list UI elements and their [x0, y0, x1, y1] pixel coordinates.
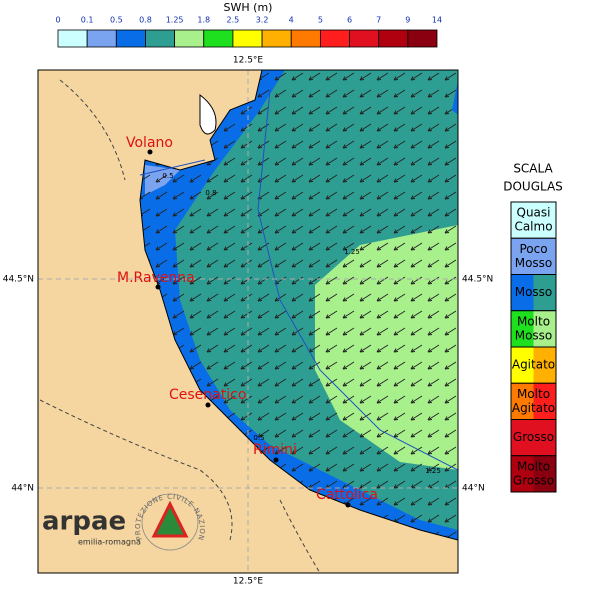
- colorbar-tick-label: 6: [347, 16, 352, 25]
- colorbar-segment: [407, 29, 438, 48]
- scale-label: Calmo: [514, 220, 552, 234]
- scale-label: Quasi: [517, 206, 551, 220]
- map-frame: [37, 69, 459, 574]
- city-dot: [155, 284, 161, 290]
- scale-title: SCALA: [513, 162, 553, 176]
- scale-label: Poco: [519, 242, 547, 256]
- scale-box: [533, 383, 556, 420]
- city-dot: [147, 149, 153, 155]
- scale-box: [533, 238, 556, 275]
- scale-box: [511, 310, 534, 347]
- scale-box: [533, 202, 556, 239]
- border: [39, 79, 321, 573]
- city-label: Cattolica: [316, 487, 378, 503]
- city-label: Cesenatico: [169, 387, 246, 403]
- contour-label: 1.25: [344, 248, 360, 256]
- scale-label: Mosso: [515, 256, 553, 270]
- swh-patch: [452, 80, 458, 115]
- city-dot: [205, 402, 211, 408]
- colorbar-tick-label: 7: [376, 16, 381, 25]
- colorbar-segment: [57, 29, 88, 48]
- contour-label: 0.5: [253, 434, 264, 442]
- lon-label: 12.5°E: [233, 577, 264, 587]
- scale-box: [533, 419, 556, 456]
- logo-emblem: [151, 500, 189, 538]
- scale-box: [533, 274, 556, 311]
- colorbar-tick-label: 14: [432, 16, 442, 25]
- lat-label: 44.5°N: [3, 275, 34, 285]
- colorbar-tick-label: 0.5: [110, 16, 123, 25]
- colorbar-tick-label: 0: [55, 16, 60, 25]
- lat-label: 44°N: [462, 484, 485, 494]
- colorbar-tick-label: 1.25: [166, 16, 184, 25]
- colorbar-segment: [349, 29, 380, 48]
- colorbar-tick-label: 3.2: [256, 16, 269, 25]
- lagoon: [199, 93, 217, 135]
- colorbar-segment: [174, 29, 205, 48]
- logo-region: emilia-romagna: [78, 538, 141, 547]
- scale-box: [511, 274, 534, 311]
- colorbar-title: SWH (m): [224, 1, 273, 14]
- scale-box: [511, 202, 534, 239]
- city-dot: [345, 502, 351, 508]
- colorbar-segment: [261, 29, 292, 48]
- scale-label: Molto: [517, 459, 550, 473]
- contour-line: [139, 89, 458, 471]
- colorbar-segment: [290, 29, 321, 48]
- scale-box: [511, 347, 534, 384]
- map-area: [38, 70, 458, 573]
- city-dot: [273, 457, 279, 463]
- colorbar-segment: [145, 29, 176, 48]
- scale-label: Grosso: [513, 430, 554, 444]
- logo-ring: [141, 493, 199, 551]
- colorbar-segment: [86, 29, 117, 48]
- scale-box: [533, 347, 556, 384]
- scale-box: [511, 383, 534, 420]
- contour-label: 1.25: [425, 467, 441, 475]
- scale-box: [511, 419, 534, 456]
- contour-label: 0.5: [162, 172, 173, 180]
- scale-box-border: [510, 455, 557, 493]
- scale-label: Molto: [517, 387, 550, 401]
- scale-label: Grosso: [513, 473, 554, 487]
- city-label: Rimini: [253, 442, 297, 458]
- lat-label: 44°N: [11, 484, 34, 494]
- colorbar-segment: [319, 29, 350, 48]
- scale-box: [511, 455, 534, 492]
- lon-label: 12.5°E: [233, 56, 264, 66]
- scale-label: Mosso: [515, 285, 553, 299]
- colorbar-tick-label: 9: [405, 16, 410, 25]
- city-label: Volano: [126, 135, 173, 151]
- colorbar-segment: [232, 29, 263, 48]
- scale-label: Mosso: [515, 328, 553, 342]
- logo-name: arpae: [42, 507, 126, 537]
- colorbar-tick-label: 0.8: [139, 16, 152, 25]
- colorbar-tick-label: 5: [318, 16, 323, 25]
- scale-title: DOUGLAS: [503, 180, 563, 194]
- colorbar-tick-label: 0.1: [81, 16, 94, 25]
- scale-box: [511, 238, 534, 275]
- contour-label: 0.8: [205, 189, 216, 197]
- scale-box: [533, 455, 556, 492]
- colorbar-tick-label: 4: [289, 16, 294, 25]
- colorbar-segment: [115, 29, 146, 48]
- colorbar-tick-label: 1.8: [197, 16, 210, 25]
- lat-label: 44.5°N: [462, 275, 493, 285]
- scale-label: Agitato: [512, 358, 555, 372]
- colorbar-segment: [203, 29, 234, 48]
- scale-label: Molto: [517, 314, 550, 328]
- scale-label: Agitato: [512, 401, 555, 415]
- colorbar-tick-label: 2.5: [227, 16, 240, 25]
- scale-box: [533, 310, 556, 347]
- city-label: M.Ravenna: [117, 270, 195, 286]
- colorbar-segment: [378, 29, 409, 48]
